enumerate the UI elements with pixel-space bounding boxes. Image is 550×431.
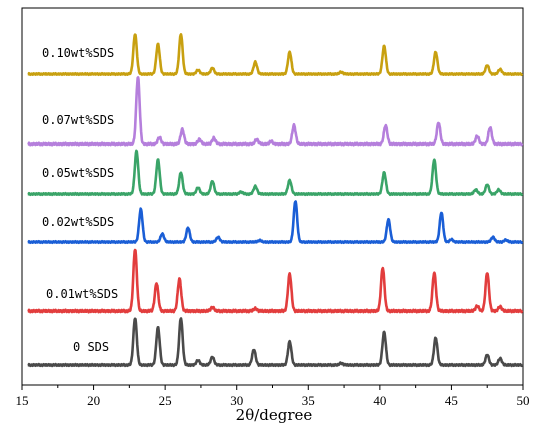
x-tick-label-30: 30 bbox=[230, 393, 243, 408]
series-label-1: 0.10wt%SDS bbox=[42, 46, 114, 60]
x-axis-ticks: 15 20 25 30 35 40 45 50 bbox=[16, 385, 530, 408]
x-tick-label-35: 35 bbox=[302, 393, 315, 408]
series-label-3: 0.05wt%SDS bbox=[42, 166, 114, 180]
x-tick-label-40: 40 bbox=[373, 393, 386, 408]
x-tick-label-20: 20 bbox=[87, 393, 100, 408]
series-line-3 bbox=[26, 149, 524, 197]
series-line-6 bbox=[26, 317, 524, 368]
plot-frame bbox=[21, 7, 524, 386]
x-tick-label-15: 15 bbox=[16, 393, 29, 408]
plot-area bbox=[21, 7, 524, 386]
series-label-5: 0.01wt%SDS bbox=[46, 287, 118, 301]
x-axis-label: 2θ/degree bbox=[236, 406, 313, 424]
series-line-1 bbox=[26, 33, 524, 77]
series-line-5 bbox=[26, 248, 524, 314]
series-label-4: 0.02wt%SDS bbox=[42, 215, 114, 229]
series-line-2 bbox=[26, 76, 524, 147]
series-label-group: 0.10wt%SDS 0.07wt%SDS 0.05wt%SDS 0.02wt%SDS… bbox=[42, 46, 118, 354]
series-label-6: 0 SDS bbox=[73, 340, 109, 354]
series-group bbox=[26, 33, 524, 368]
x-tick-label-25: 25 bbox=[159, 393, 172, 408]
x-tick-label-45: 45 bbox=[445, 393, 458, 408]
series-line-4 bbox=[26, 200, 524, 245]
x-tick-label-50: 50 bbox=[517, 393, 530, 408]
series-label-2: 0.07wt%SDS bbox=[42, 113, 114, 127]
